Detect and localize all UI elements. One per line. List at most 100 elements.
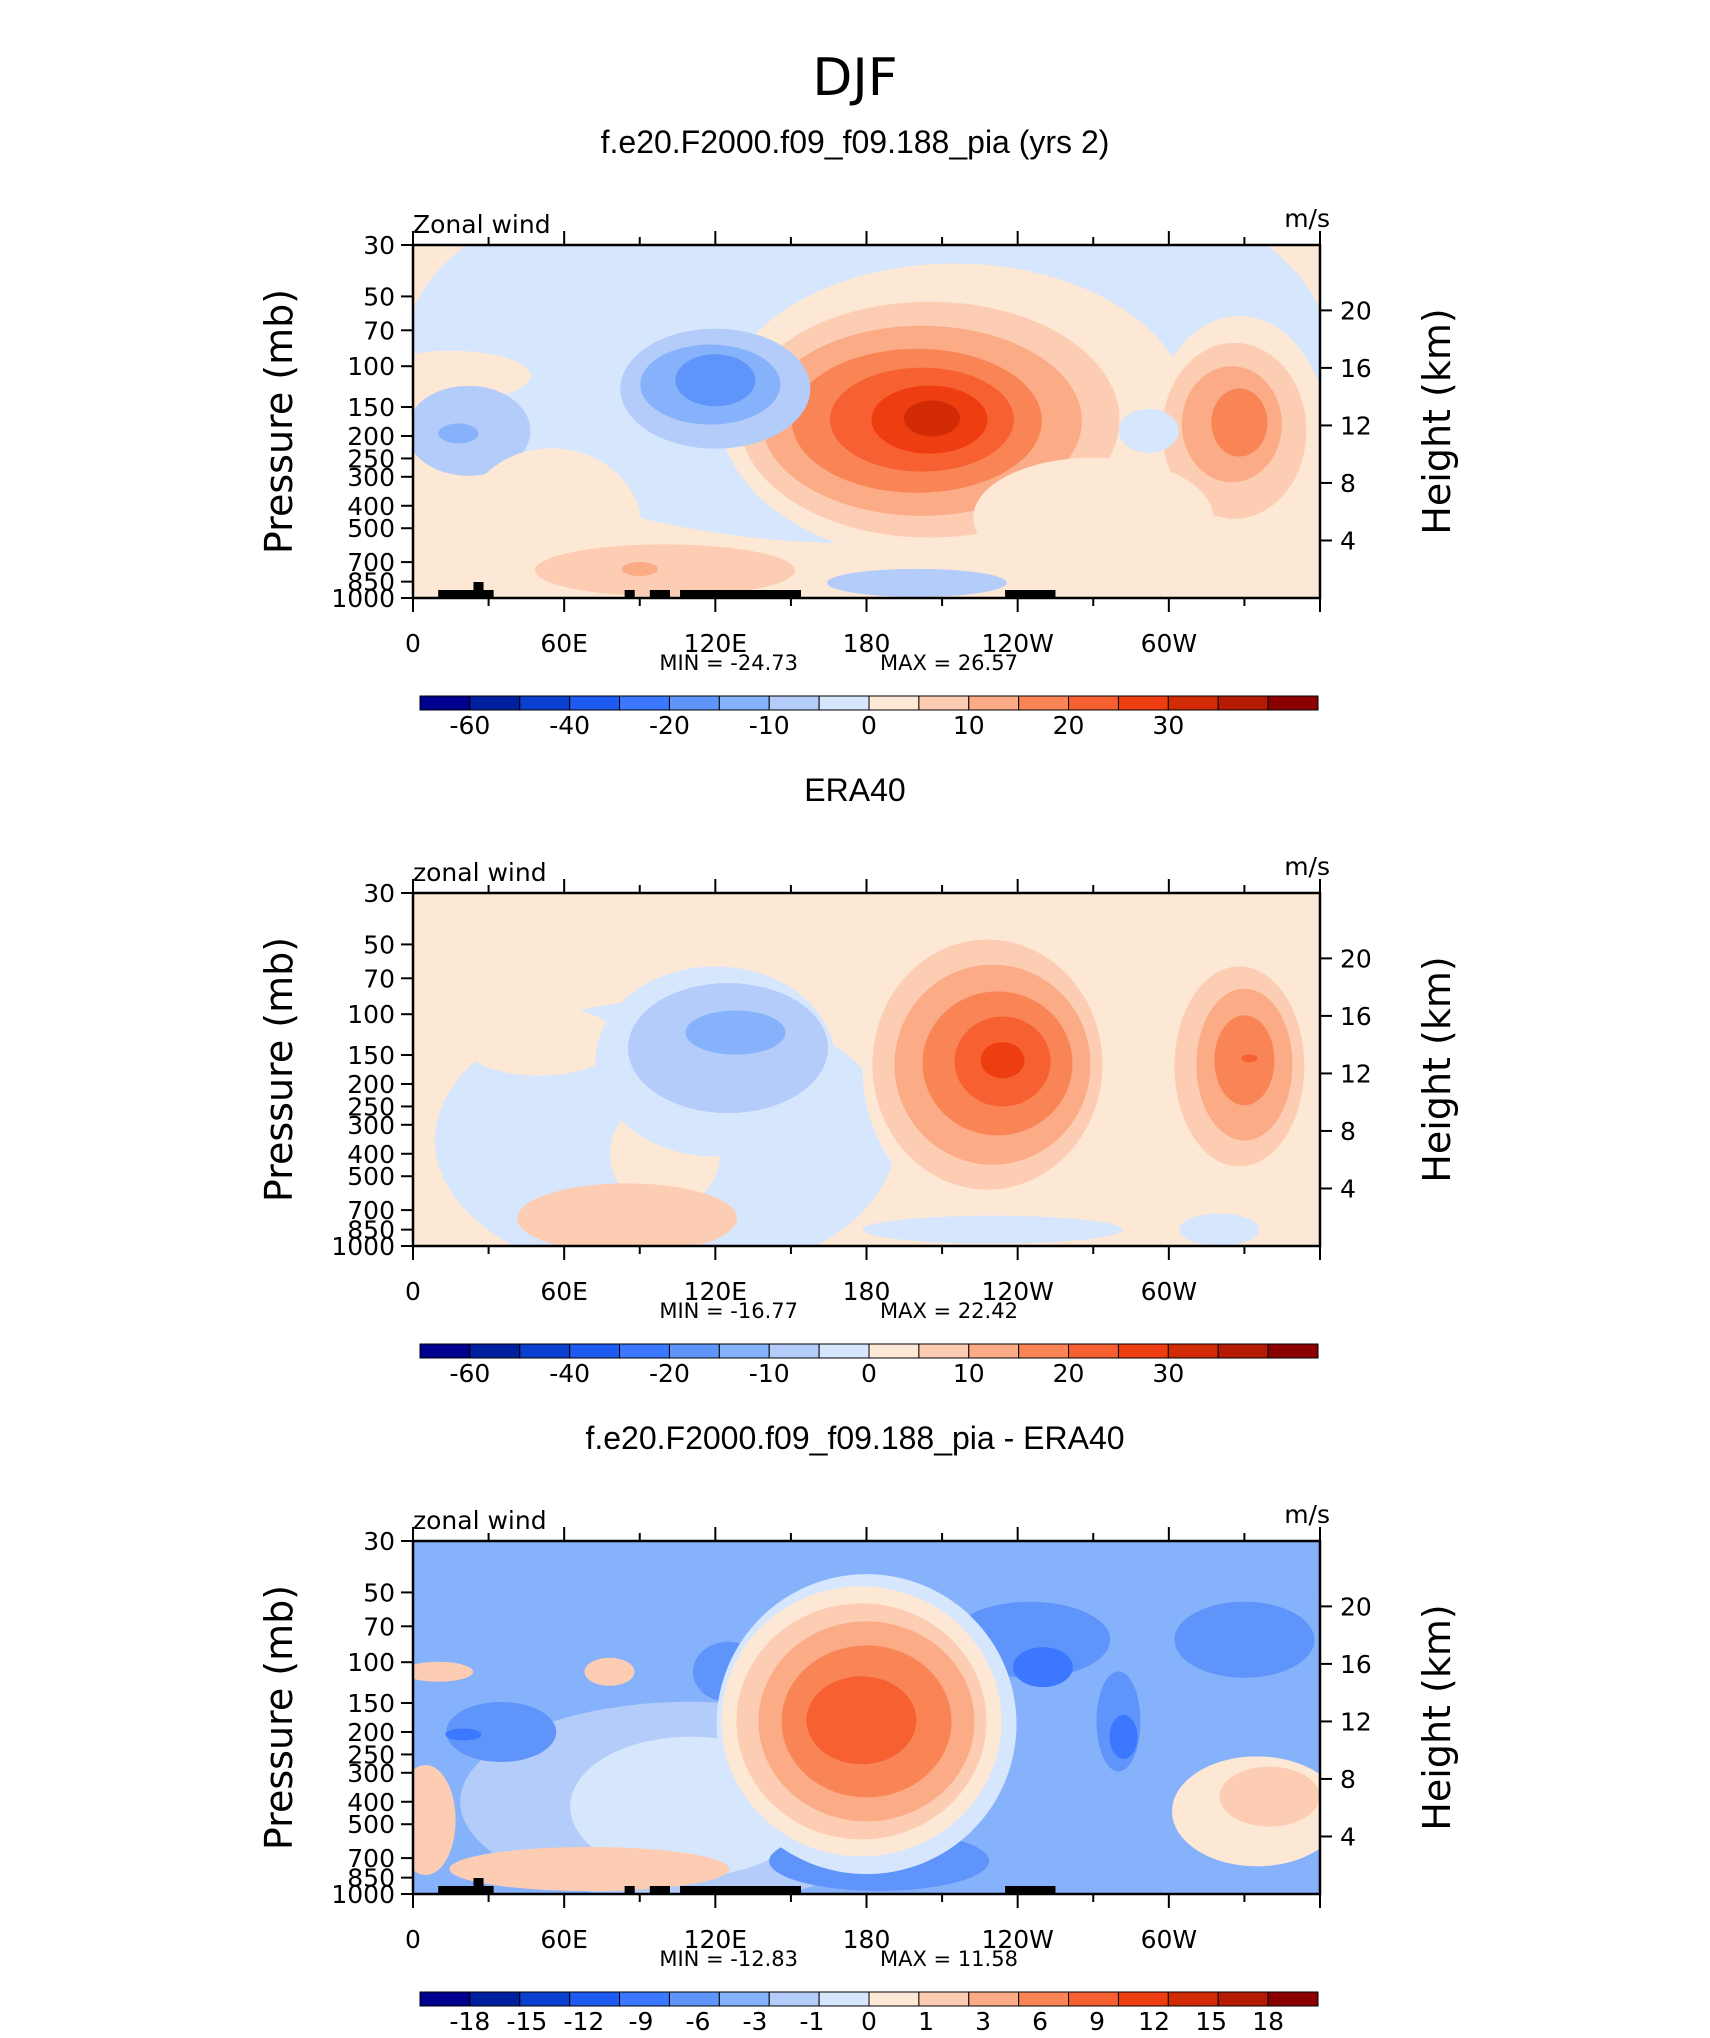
colorbar-swatch	[1068, 1343, 1119, 1359]
colorbar-label: 0	[861, 2007, 877, 2036]
colorbar-swatch	[1117, 1991, 1169, 2007]
colorbar-swatch	[1068, 1991, 1119, 2007]
colorbar-label: 20	[1053, 711, 1085, 740]
colorbar-swatch	[1167, 695, 1219, 711]
colorbar-label: 0	[861, 1359, 877, 1388]
variable-label: Zonal wind	[413, 210, 551, 239]
colorbar-label: 10	[953, 1359, 985, 1388]
contour-region	[534, 544, 795, 597]
colorbar-label: 0	[861, 711, 877, 740]
contour-field	[413, 1541, 1320, 1894]
y-tick-label: 250	[347, 444, 395, 473]
colorbar-swatch	[469, 1991, 521, 2007]
colorbar-label: -3	[742, 2007, 767, 2036]
contour-region	[413, 1765, 456, 1876]
y-tick-label: 30	[363, 1527, 395, 1556]
units-label: m/s	[1284, 1500, 1330, 1529]
y-tick-label: 200	[347, 1718, 395, 1747]
topography	[438, 590, 494, 598]
y-tick-label: 400	[347, 1140, 395, 1169]
contour-region	[1211, 388, 1268, 457]
colorbar-label: -9	[628, 2007, 653, 2036]
y2-tick-label: 8	[1340, 469, 1356, 498]
y2-tick-label: 20	[1340, 1592, 1372, 1621]
contour-field	[413, 893, 1320, 1246]
colorbar-swatch	[569, 1991, 621, 2007]
colorbar-swatch	[1217, 695, 1269, 711]
y-axis-label: Pressure (mb)	[257, 937, 301, 1202]
colorbar-swatch	[968, 1991, 1020, 2007]
colorbar-swatch	[1267, 1991, 1319, 2007]
contour-region	[973, 457, 1214, 578]
x-tick-label: 120W	[981, 1925, 1053, 1954]
y2-axis-label: Height (km)	[1415, 1604, 1459, 1830]
colorbar-label: 30	[1152, 711, 1184, 740]
colorbar-label: 9	[1089, 2007, 1105, 2036]
colorbar-swatch	[1267, 1343, 1319, 1359]
colorbar-swatch	[818, 1343, 870, 1359]
colorbar-swatch	[918, 695, 970, 711]
colorbar-swatch	[419, 1343, 471, 1359]
contour-region	[438, 423, 479, 444]
colorbar-label: -10	[749, 711, 790, 740]
x-tick-label: 180	[843, 629, 891, 658]
contour-region	[862, 1215, 1123, 1244]
units-label: m/s	[1284, 204, 1330, 233]
colorbar-label: 20	[1053, 1359, 1085, 1388]
y-axis-label: Pressure (mb)	[257, 289, 301, 554]
colorbar-swatch	[868, 1991, 920, 2007]
panel-title: f.e20.F2000.f09_f09.188_pia - ERA40	[585, 1420, 1124, 1456]
y-tick-label: 1000	[331, 1232, 395, 1261]
colorbar-label: 10	[953, 711, 985, 740]
y-tick-label: 300	[347, 463, 395, 492]
x-tick-label: 60E	[540, 629, 588, 658]
contour-region	[980, 1042, 1025, 1079]
colorbar-label: 30	[1152, 1359, 1184, 1388]
y2-tick-label: 4	[1340, 1174, 1356, 1203]
x-tick-label: 120E	[684, 1277, 748, 1306]
colorbar-swatch	[469, 695, 521, 711]
colorbar-label: -20	[649, 1359, 690, 1388]
colorbar-swatch	[1018, 1343, 1070, 1359]
colorbar-swatch	[1018, 695, 1070, 711]
y-tick-label: 200	[347, 422, 395, 451]
topography	[473, 582, 484, 598]
y-tick-label: 1000	[331, 584, 395, 613]
variable-label: zonal wind	[413, 858, 547, 887]
colorbar-swatch	[1117, 695, 1169, 711]
colorbar-swatch	[1167, 1991, 1219, 2007]
y-tick-label: 700	[347, 1196, 395, 1225]
y2-tick-label: 12	[1340, 411, 1372, 440]
x-tick-label: 120W	[981, 1277, 1053, 1306]
contour-region	[675, 354, 756, 407]
y2-tick-label: 20	[1340, 944, 1372, 973]
topography	[1005, 590, 1056, 598]
colorbar-swatch	[968, 1343, 1020, 1359]
y-tick-label: 200	[347, 1070, 395, 1099]
colorbar-label: 1	[918, 2007, 934, 2036]
y-tick-label: 700	[347, 1844, 395, 1873]
colorbar-swatch	[569, 695, 621, 711]
colorbar-label: -40	[549, 711, 590, 740]
x-tick-label: 60W	[1141, 629, 1198, 658]
colorbar-swatch	[718, 1343, 770, 1359]
colorbar-swatch	[419, 1991, 471, 2007]
colorbar-label: -6	[685, 2007, 710, 2036]
topography	[680, 1886, 801, 1894]
min-label: MIN = -16.77	[659, 1299, 798, 1323]
y-tick-label: 50	[363, 1578, 395, 1607]
contour-region	[1241, 1054, 1258, 1063]
y2-tick-label: 4	[1340, 1822, 1356, 1851]
y-tick-label: 850	[347, 1216, 395, 1245]
contour-region	[1219, 1766, 1320, 1827]
topography	[438, 1886, 494, 1894]
colorbar-swatch	[768, 695, 820, 711]
y-tick-label: 850	[347, 568, 395, 597]
contour-region	[1179, 1213, 1260, 1246]
colorbar-label: 12	[1138, 2007, 1170, 2036]
chart-panel-0: f.e20.F2000.f09_f09.188_pia (yrs 2) Zonal…	[257, 124, 1459, 740]
contour-region	[621, 562, 658, 577]
y2-tick-label: 12	[1340, 1059, 1372, 1088]
colorbar-swatch	[668, 1991, 720, 2007]
y-tick-label: 150	[347, 1041, 395, 1070]
